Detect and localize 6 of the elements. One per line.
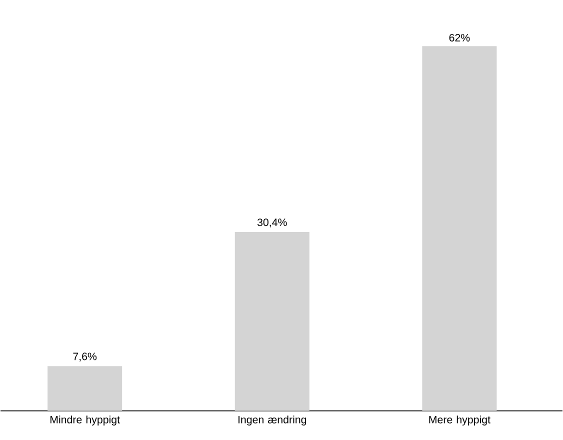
x-tick-label: Ingen ændring (238, 415, 306, 426)
x-tick-label: Mere hyppigt (429, 415, 490, 426)
data-label: 62% (449, 34, 470, 42)
data-label: 7,6% (73, 352, 97, 362)
x-tick-label: Mindre hyppigt (50, 415, 120, 426)
data-label: 30,4% (257, 218, 287, 228)
